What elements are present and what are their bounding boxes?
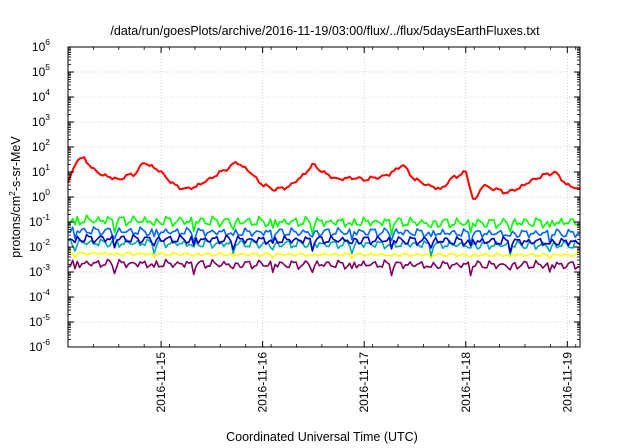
y-tick-label: 10-6 bbox=[29, 337, 50, 354]
y-tick-base: 10 bbox=[32, 165, 46, 179]
x-tick-label: 2016-11-19 bbox=[560, 352, 574, 413]
series-line bbox=[67, 233, 581, 254]
y-tick-exponent: 3 bbox=[45, 112, 50, 122]
y-tick-label: 10-2 bbox=[29, 237, 50, 254]
series-line bbox=[67, 156, 581, 200]
series-group bbox=[67, 156, 581, 277]
series-line bbox=[67, 214, 581, 236]
y-tick-base: 10 bbox=[29, 265, 43, 279]
y-tick-label: 104 bbox=[32, 87, 50, 104]
y-tick-label: 10-5 bbox=[29, 312, 50, 329]
y-tick-base: 10 bbox=[29, 315, 43, 329]
y-tick-labels: 10-610-510-410-310-210-11001011021031041… bbox=[29, 37, 50, 354]
y-tick-label: 100 bbox=[32, 187, 50, 204]
x-tick-labels: 2016-11-15 2016-11-16 2016-11-17 2016-11-18… bbox=[154, 352, 574, 413]
x-axis-label: Coordinated Universal Time (UTC) bbox=[226, 430, 418, 444]
y-tick-base: 10 bbox=[32, 65, 46, 79]
x-tick-label: 2016-11-15 bbox=[154, 352, 168, 413]
y-tick-base: 10 bbox=[32, 115, 46, 129]
y-tick-base: 10 bbox=[29, 240, 43, 254]
y-tick-exponent: 6 bbox=[45, 37, 50, 47]
y-tick-exponent: 1 bbox=[45, 162, 50, 172]
x-tick-label: 2016-11-18 bbox=[459, 352, 473, 413]
x-tick-label: 2016-11-16 bbox=[256, 352, 270, 413]
y-axis-label-sup: 2 bbox=[7, 191, 17, 196]
y-tick-label: 106 bbox=[32, 37, 50, 54]
ticks bbox=[67, 46, 580, 348]
y-tick-label: 103 bbox=[32, 112, 50, 129]
y-tick-label: 10-4 bbox=[29, 287, 50, 304]
y-tick-label: 101 bbox=[32, 162, 50, 179]
y-tick-exponent: -6 bbox=[42, 337, 50, 347]
y-tick-label: 10-1 bbox=[29, 212, 50, 229]
y-tick-exponent: 2 bbox=[45, 137, 50, 147]
y-tick-label: 102 bbox=[32, 137, 50, 154]
chart-title: /data/run/goesPlots/archive/2016-11-19/0… bbox=[110, 24, 540, 38]
y-tick-exponent: 5 bbox=[45, 62, 50, 72]
y-tick-base: 10 bbox=[32, 90, 46, 104]
y-axis-label-pre: protons/cm bbox=[9, 196, 23, 258]
y-tick-label: 105 bbox=[32, 62, 50, 79]
y-tick-base: 10 bbox=[32, 140, 46, 154]
y-tick-base: 10 bbox=[29, 340, 43, 354]
y-tick-exponent: -2 bbox=[42, 237, 50, 247]
grid bbox=[68, 46, 580, 348]
y-tick-label: 10-3 bbox=[29, 262, 50, 279]
y-tick-base: 10 bbox=[32, 190, 46, 204]
y-axis-label-post: -s-sr-MeV bbox=[9, 136, 23, 192]
y-tick-exponent: -3 bbox=[42, 262, 50, 272]
series-line bbox=[67, 251, 581, 260]
y-tick-base: 10 bbox=[29, 290, 43, 304]
y-tick-exponent: -1 bbox=[42, 212, 50, 222]
y-tick-exponent: -5 bbox=[42, 312, 50, 322]
y-tick-base: 10 bbox=[29, 215, 43, 229]
y-tick-exponent: 4 bbox=[45, 87, 50, 97]
y-axis-label: protons/cm2-s-sr-MeV bbox=[7, 136, 23, 258]
series-line bbox=[67, 258, 581, 277]
y-tick-exponent: -4 bbox=[42, 287, 50, 297]
x-tick-label: 2016-11-17 bbox=[357, 352, 371, 413]
series-line bbox=[67, 226, 581, 246]
y-tick-exponent: 0 bbox=[45, 187, 50, 197]
y-tick-base: 10 bbox=[32, 40, 46, 54]
